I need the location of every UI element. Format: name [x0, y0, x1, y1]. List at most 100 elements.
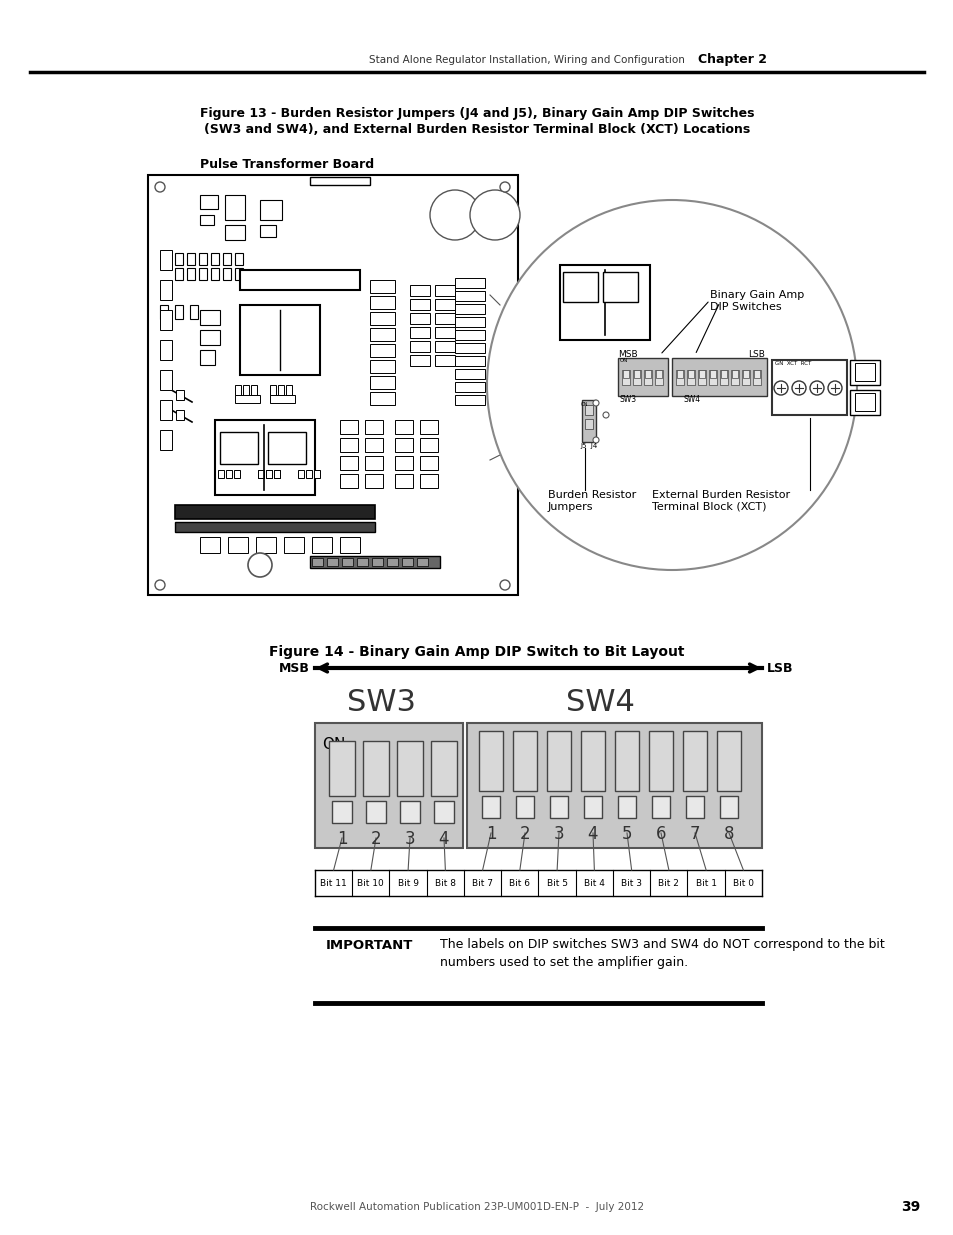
Bar	[370, 312, 395, 325]
Bar	[615, 731, 639, 790]
Bar	[223, 253, 231, 266]
Bar	[730, 370, 739, 385]
Bar	[513, 731, 537, 790]
Text: 4: 4	[587, 825, 598, 844]
Bar	[682, 731, 706, 790]
Text: SW4: SW4	[682, 395, 700, 404]
Bar	[160, 249, 172, 270]
Bar	[741, 370, 749, 385]
Bar	[365, 474, 382, 488]
Bar	[671, 358, 766, 396]
Bar	[339, 474, 357, 488]
Bar	[370, 359, 395, 373]
Bar	[240, 270, 359, 290]
Bar	[651, 797, 669, 818]
Bar	[621, 370, 629, 385]
Bar	[200, 537, 220, 553]
Bar	[854, 363, 874, 382]
Bar	[234, 253, 243, 266]
Bar	[583, 797, 601, 818]
Bar	[200, 195, 218, 209]
Bar	[257, 471, 264, 478]
Text: Bit 0: Bit 0	[732, 878, 753, 888]
Text: Bit 3: Bit 3	[620, 878, 641, 888]
Bar	[634, 370, 639, 378]
Bar	[332, 802, 352, 823]
Text: IMPORTANT: IMPORTANT	[326, 939, 413, 952]
Bar	[455, 304, 484, 314]
Text: SW3: SW3	[618, 395, 636, 404]
Bar	[366, 802, 386, 823]
Bar	[160, 305, 168, 319]
Bar	[395, 474, 413, 488]
Bar	[580, 731, 604, 790]
Bar	[190, 305, 198, 319]
Bar	[717, 731, 740, 790]
Bar	[225, 225, 245, 240]
Circle shape	[430, 190, 479, 240]
Bar	[854, 393, 874, 411]
Bar	[622, 370, 628, 378]
Bar	[455, 278, 484, 288]
Text: MSB: MSB	[279, 662, 310, 674]
Bar	[676, 370, 683, 385]
Bar	[187, 253, 194, 266]
Text: Bit 8: Bit 8	[435, 878, 456, 888]
Text: Stand Alone Regulator Installation, Wiring and Configuration: Stand Alone Regulator Installation, Wiri…	[369, 56, 684, 65]
Bar	[277, 385, 284, 395]
Bar	[410, 327, 430, 338]
Bar	[644, 370, 650, 378]
Bar	[435, 354, 455, 366]
Bar	[685, 797, 703, 818]
Circle shape	[154, 182, 165, 191]
Bar	[435, 341, 455, 352]
Bar	[455, 317, 484, 327]
Bar	[481, 797, 499, 818]
Bar	[266, 471, 272, 478]
Bar	[677, 370, 682, 378]
Text: Rockwell Automation Publication 23P-UM001D-EN-P  -  July 2012: Rockwell Automation Publication 23P-UM00…	[310, 1202, 643, 1212]
Circle shape	[499, 580, 510, 590]
Bar	[633, 370, 640, 385]
Bar	[240, 305, 319, 375]
Bar	[455, 356, 484, 366]
Text: LSB: LSB	[747, 350, 764, 359]
Text: 3: 3	[404, 830, 415, 848]
Bar	[419, 474, 437, 488]
Bar	[268, 432, 306, 464]
Bar	[175, 410, 184, 420]
Bar	[233, 471, 240, 478]
Bar	[455, 395, 484, 405]
Bar	[255, 537, 275, 553]
Bar	[478, 731, 502, 790]
Text: 2: 2	[519, 825, 530, 844]
Bar	[339, 537, 359, 553]
Bar	[274, 471, 280, 478]
Bar	[455, 369, 484, 379]
Bar	[339, 420, 357, 433]
Bar	[419, 456, 437, 471]
Bar	[286, 385, 292, 395]
Bar	[270, 395, 294, 403]
Bar	[270, 385, 275, 395]
Bar	[435, 312, 455, 324]
Bar	[234, 268, 243, 280]
Bar	[435, 285, 455, 296]
Bar	[416, 558, 428, 566]
Text: Bit 10: Bit 10	[357, 878, 384, 888]
Bar	[274, 471, 280, 478]
Bar	[455, 330, 484, 340]
Bar	[310, 177, 370, 185]
Bar	[174, 505, 375, 519]
Bar	[752, 370, 760, 385]
Bar	[687, 370, 693, 378]
Bar	[148, 175, 517, 595]
Bar	[731, 370, 738, 378]
Text: Bit 7: Bit 7	[472, 878, 493, 888]
Bar	[339, 456, 357, 471]
Bar	[365, 438, 382, 452]
Bar	[251, 385, 256, 395]
Text: Bit 1: Bit 1	[695, 878, 716, 888]
Bar	[329, 741, 355, 797]
Bar	[410, 299, 430, 310]
